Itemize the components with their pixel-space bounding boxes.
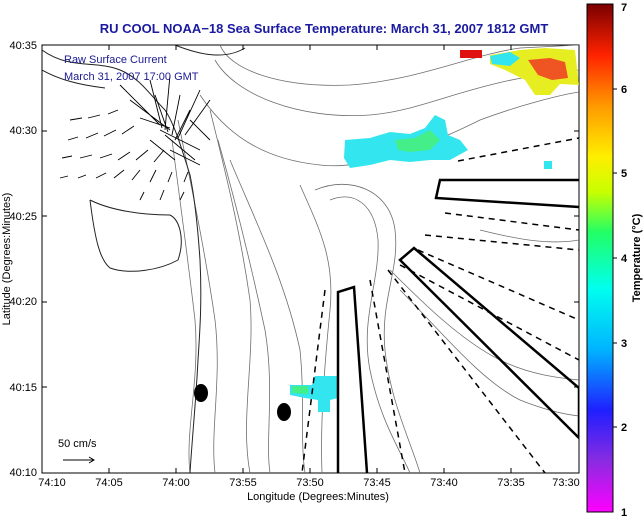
y-tick-label: 40:25 — [9, 211, 37, 223]
sst-patch-northeast-orange — [528, 58, 568, 80]
y-tick-label: 40:20 — [9, 296, 37, 308]
contour-line — [217, 139, 271, 473]
x-tick-label: 73:30 — [552, 477, 580, 489]
beam-line — [399, 264, 579, 361]
current-time: March 31, 2007 17:00 GMT — [64, 71, 199, 83]
x-tick-label: 74:10 — [38, 477, 66, 489]
shore-line — [42, 49, 202, 473]
contour-line — [479, 229, 579, 243]
radar-beams — [301, 137, 579, 473]
beam-line — [444, 212, 579, 231]
station-marker — [277, 403, 291, 421]
contour-line — [399, 289, 579, 417]
x-tick-label: 73:35 — [497, 477, 525, 489]
y-tick-label: 40:10 — [9, 467, 37, 479]
current-arrow — [69, 109, 119, 121]
contour-line — [229, 159, 306, 473]
survey-box-east — [434, 178, 579, 209]
y-axis-label: Latitude (Degrees:Minutes) — [1, 193, 13, 326]
scale-arrow — [63, 456, 95, 464]
colorbar-tick-label: 4 — [621, 253, 628, 265]
current-arrow — [59, 169, 189, 183]
beam-line — [457, 137, 579, 162]
map-content — [42, 45, 579, 473]
y-tick-label: 40:30 — [9, 125, 37, 137]
colorbar-tick-marks — [613, 88, 617, 428]
beam-line — [417, 249, 579, 321]
x-tick-label: 73:50 — [296, 477, 324, 489]
sst-patch-pixel — [544, 161, 552, 169]
contour-line — [214, 59, 579, 117]
colorbar-tick-label: 2 — [621, 422, 627, 434]
current-arrow — [119, 74, 211, 141]
y-tick-label: 40:35 — [9, 40, 37, 52]
plot-frame — [41, 44, 580, 474]
shore-line — [89, 199, 182, 272]
colorbar-tick-label: 7 — [621, 2, 627, 14]
contour-line — [314, 183, 421, 473]
colorbar-tick-label: 3 — [621, 338, 627, 350]
contour-line — [219, 45, 579, 86]
colorbar-label: Temperature (°C) — [631, 213, 643, 302]
station-marker — [194, 384, 208, 402]
sst-patches — [290, 48, 579, 412]
x-tick-label: 74:00 — [162, 477, 190, 489]
sst-patch-south — [290, 376, 338, 412]
current-vectors — [59, 74, 211, 201]
beam-line — [424, 234, 579, 251]
x-tick-label: 74:05 — [95, 477, 123, 489]
x-axis-label: Longitude (Degrees:Minutes) — [247, 491, 389, 503]
colorbar-ticks: 7 6 5 4 3 2 1 — [621, 2, 628, 518]
y-axis: 40:35 40:30 40:25 40:20 40:15 40:10 — [9, 40, 37, 479]
x-tick-label: 73:55 — [229, 477, 257, 489]
contour-line — [329, 196, 411, 473]
colorbar — [586, 3, 614, 513]
x-tick-label: 73:40 — [430, 477, 458, 489]
contour-line — [177, 119, 218, 473]
x-axis: 74:10 74:05 74:00 73:55 73:50 73:45 73:4… — [38, 477, 580, 489]
beam-line — [387, 269, 546, 473]
contour-line — [299, 184, 332, 473]
sst-patch-south-green — [292, 386, 308, 394]
shore-line — [174, 45, 246, 56]
current-arrow — [67, 125, 135, 141]
current-arrow — [149, 119, 211, 166]
current-label: Raw Surface Current — [64, 54, 167, 66]
contour-line — [171, 139, 197, 473]
survey-boxes — [336, 178, 579, 473]
x-tick-label: 73:45 — [363, 477, 391, 489]
y-tick-label: 40:15 — [9, 382, 37, 394]
beam-line — [301, 289, 326, 473]
survey-box-south — [336, 285, 369, 473]
current-arrow — [61, 149, 165, 163]
coastline — [42, 45, 246, 473]
bathymetry-contours — [171, 45, 579, 473]
figure-title: RU COOL NOAA−18 Sea Surface Temperature:… — [100, 21, 549, 36]
colorbar-tick-label: 5 — [621, 168, 627, 180]
shore-line — [42, 69, 106, 89]
scale-label: 50 cm/s — [58, 438, 97, 450]
y-tick-marks — [42, 130, 579, 388]
sst-patch-northeast-cyan — [490, 52, 520, 66]
x-tick-marks — [108, 45, 512, 473]
contour-line — [209, 109, 252, 473]
current-arrow — [139, 189, 185, 201]
survey-box-diagonal — [398, 246, 579, 440]
sst-patch-red — [460, 50, 482, 58]
colorbar-tick-label: 1 — [621, 507, 627, 518]
sst-patch-north-green — [395, 130, 440, 152]
colorbar-tick-label: 6 — [621, 84, 627, 96]
